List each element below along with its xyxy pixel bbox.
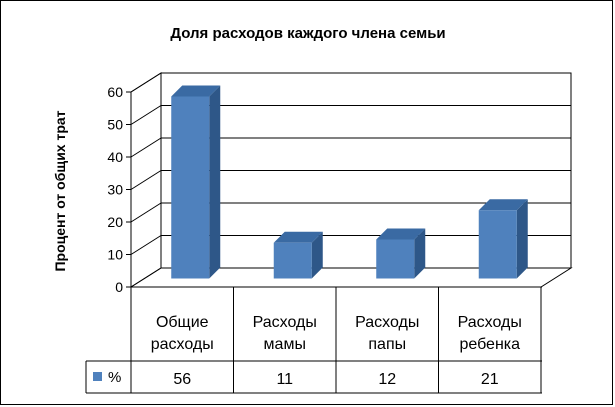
x-tick-label: мамы [264, 336, 306, 353]
data-label: 21 [481, 371, 499, 388]
y-tick-label: 10 [107, 247, 123, 263]
gridline [130, 105, 162, 125]
gridline [130, 235, 162, 255]
gridline [130, 137, 162, 158]
y-tick-label: 20 [107, 214, 123, 230]
x-tick-label: ребенка [459, 336, 520, 353]
gridline [130, 202, 162, 223]
data-table: Общие расходы Расходы мамы Расходы папы Расход… [85, 286, 542, 394]
bar [376, 239, 415, 279]
legend-label: % [108, 369, 121, 386]
bar [171, 96, 210, 279]
bar-top [273, 231, 323, 243]
bar-top [478, 199, 528, 211]
bar-side [311, 231, 323, 279]
y-axis-label: Процент от общих трат [52, 110, 68, 271]
bar-top [171, 85, 221, 97]
plot-area: 0 10 20 30 40 50 60 [107, 72, 573, 295]
bar-top [376, 228, 426, 240]
legend-swatch [93, 372, 102, 381]
bar [273, 242, 312, 279]
data-label: 56 [173, 371, 191, 388]
x-tick-label: Расходы [355, 314, 419, 331]
y-tick-label: 60 [107, 84, 123, 100]
y-tick-label: 40 [107, 149, 123, 165]
x-tick-label: папы [368, 336, 406, 353]
x-tick-label: Общие [156, 314, 209, 331]
y-tick-label: 50 [107, 117, 123, 133]
bar-side [516, 199, 528, 279]
y-tick-label: 30 [107, 182, 123, 198]
x-tick-label: расходы [151, 336, 214, 353]
y-tick-label: 0 [115, 279, 123, 295]
bar [478, 210, 517, 279]
x-tick-label: Расходы [253, 314, 317, 331]
gridline [130, 170, 162, 190]
x-tick-label: Расходы [458, 314, 522, 331]
bar-side [209, 85, 221, 279]
bar-side [414, 228, 426, 279]
data-label: 11 [276, 371, 293, 388]
data-label: 12 [378, 371, 396, 388]
gridline [130, 72, 162, 93]
chart-title: Доля расходов каждого члена семьи [170, 25, 445, 42]
